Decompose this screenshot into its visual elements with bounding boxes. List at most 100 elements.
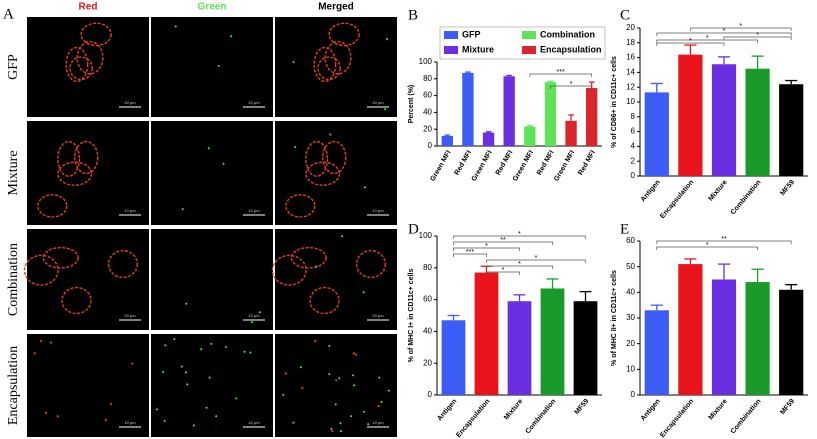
green-dot (380, 401, 383, 404)
y-tick-label: 80 (423, 74, 432, 83)
green-dot (243, 350, 246, 353)
significance-bracket (453, 253, 487, 257)
green-dot (330, 427, 333, 430)
y-tick-label: 20 (626, 339, 635, 348)
significance-label: * (518, 231, 521, 238)
red-dot (33, 352, 36, 355)
green-dot (200, 348, 203, 351)
x-tick-label: Green MFI (429, 149, 452, 182)
y-axis-label: % of MHC I+ in CD11c+ cells (408, 269, 415, 363)
bar (565, 120, 577, 146)
y-tick-label: 100 (419, 231, 433, 240)
x-tick-label: Mixture (503, 398, 524, 422)
bar (779, 84, 804, 176)
column-header: Merged (318, 2, 354, 13)
bar (745, 282, 770, 395)
significance-bracket (529, 73, 593, 77)
x-tick-label: Antigen (436, 398, 458, 422)
green-dot (352, 374, 355, 377)
red-dot (354, 353, 357, 356)
y-tick-label: 60 (423, 91, 432, 100)
y-tick-label: 20 (423, 124, 432, 133)
scale-label: 20 μm (124, 313, 136, 318)
bar (540, 288, 565, 395)
y-tick-label: 0 (631, 171, 636, 180)
x-tick-label: Encapsulation (659, 398, 695, 439)
significance-bracket (486, 271, 520, 275)
cell-outline (80, 22, 112, 47)
green-dot (185, 371, 188, 374)
y-tick-label: 0 (428, 141, 433, 150)
panel-letter: E (620, 221, 629, 237)
green-dot (208, 376, 211, 379)
y-tick-label: 30 (626, 313, 635, 322)
x-tick-label: Mixture (708, 398, 729, 422)
green-dot (222, 162, 225, 165)
x-tick-label: Antigen (640, 398, 662, 422)
cell-outline (328, 22, 360, 47)
green-dot (367, 423, 370, 426)
bar (644, 310, 669, 395)
column-header: Green (198, 2, 227, 13)
y-tick-label: 14 (626, 68, 635, 77)
green-dot (386, 38, 389, 41)
green-dot (181, 208, 184, 211)
bar (711, 279, 737, 395)
micrograph (275, 334, 397, 437)
green-dot (162, 371, 165, 374)
significance-label: ** (500, 237, 506, 244)
row-label: Encapsulation (6, 346, 21, 425)
bar (544, 82, 557, 146)
red-dot (131, 362, 134, 365)
significance-bracket (656, 32, 792, 36)
cell-outline (309, 286, 340, 315)
green-dot (207, 147, 210, 150)
green-dot (224, 346, 227, 349)
x-tick-label: Red MFI (536, 149, 556, 176)
green-dot (384, 108, 387, 111)
green-dot (294, 146, 297, 149)
bar (482, 132, 495, 146)
significance-label: * (706, 242, 709, 249)
scale-label: 10 μm (248, 208, 260, 213)
y-tick-label: 6 (631, 127, 636, 136)
legend-swatch (522, 46, 536, 54)
row-label: Combination (6, 243, 21, 316)
legend-label: Mixture (462, 44, 494, 54)
green-dot (341, 235, 344, 238)
significance-label: * (756, 32, 759, 39)
panel-letter: B (408, 7, 418, 23)
x-tick-label: Encapsulation (455, 398, 491, 439)
x-tick-label: Antigen (640, 179, 662, 203)
y-axis-label: Percent (%) (408, 85, 415, 124)
green-dot (205, 406, 208, 409)
green-dot (215, 415, 218, 418)
y-tick-label: 40 (423, 327, 432, 336)
bar (441, 135, 453, 146)
panel-letter: C (620, 7, 630, 23)
red-dot (314, 339, 317, 343)
significance-bracket (550, 85, 593, 89)
bar (573, 301, 598, 395)
significance-bracket (656, 42, 725, 46)
legend-label: Encapsulation (540, 44, 602, 54)
scale-label: 20 μm (372, 100, 384, 105)
significance-bracket (453, 241, 553, 245)
significance-bracket (453, 235, 586, 239)
y-tick-label: 4 (631, 142, 636, 151)
green-dot (282, 393, 285, 396)
scale-label: 20 μm (248, 313, 260, 318)
y-tick-label: 60 (626, 236, 635, 245)
red-dot (44, 411, 48, 414)
cell-outline (73, 140, 99, 175)
green-dot (173, 338, 176, 341)
scale-label: 10 μm (372, 420, 384, 425)
y-tick-label: 50 (626, 262, 635, 271)
y-tick-label: 60 (423, 295, 432, 304)
significance-bracket (656, 246, 758, 250)
bar (644, 92, 669, 176)
red-dot (377, 405, 380, 408)
green-dot (363, 186, 366, 189)
scale-label: 10 μm (124, 420, 136, 425)
